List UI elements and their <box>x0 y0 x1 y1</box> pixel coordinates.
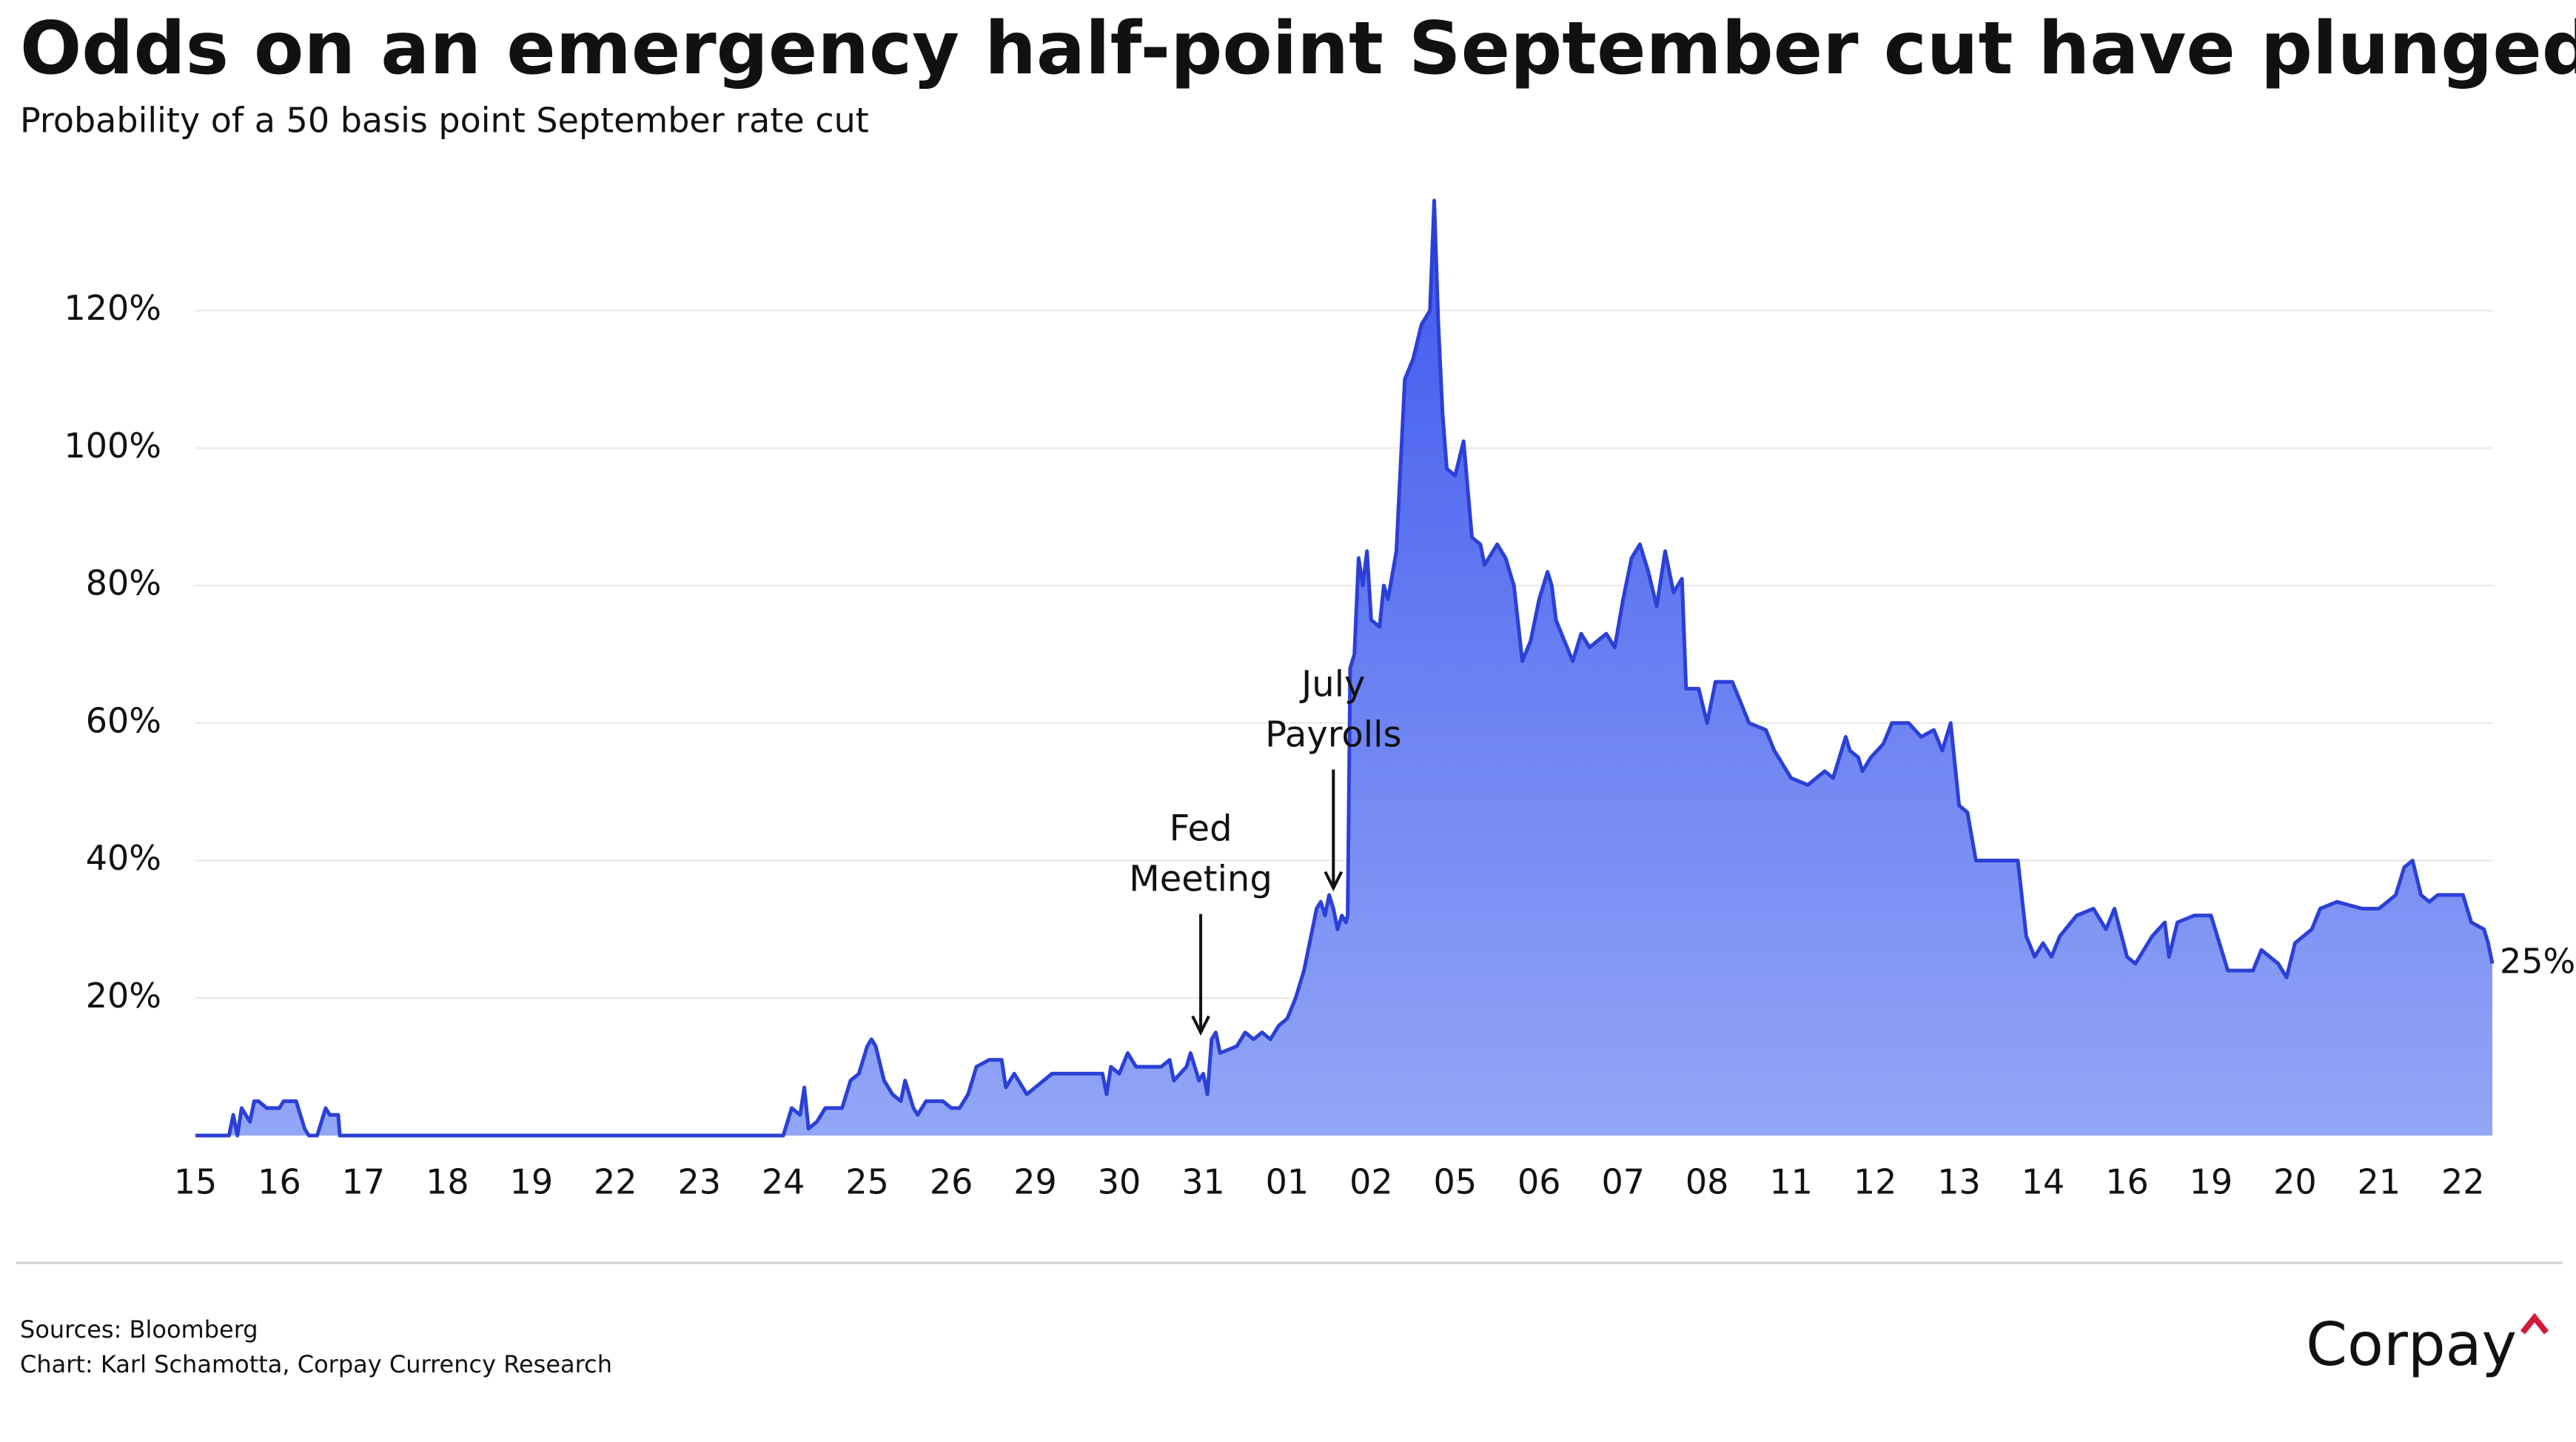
annotation-arrowhead <box>1324 871 1344 892</box>
logo: Corpay <box>2306 1310 2517 1379</box>
y-tick-label: 20% <box>86 976 161 1016</box>
x-tick-label: 11 <box>1769 1162 1813 1202</box>
x-tick-label: 30 <box>1098 1162 1141 1202</box>
x-tick-label: 05 <box>1434 1162 1477 1202</box>
end-label: 25% <box>2500 941 2575 981</box>
x-tick-label: 14 <box>2022 1162 2065 1202</box>
x-tick-label: 31 <box>1181 1162 1225 1202</box>
chart-subtitle: Probability of a 50 basis point Septembe… <box>20 101 869 141</box>
x-tick-label: 18 <box>426 1162 469 1202</box>
x-tick-label: 21 <box>2358 1162 2401 1202</box>
x-tick-label: 16 <box>258 1162 301 1202</box>
x-tick-label: 06 <box>1517 1162 1561 1202</box>
annotation-text: Meeting <box>1129 859 1272 900</box>
y-tick-label: 60% <box>86 700 161 740</box>
chart-title: Odds on an emergency half-point Septembe… <box>20 7 2576 91</box>
sources: Sources: Bloomberg <box>20 1315 258 1344</box>
credit: Chart: Karl Schamotta, Corpay Currency R… <box>20 1350 612 1378</box>
y-tick-label: 80% <box>86 563 161 603</box>
line <box>195 198 2495 1138</box>
annotation-text: Fed <box>1170 808 1232 850</box>
annotation-text: Payrolls <box>1265 714 1401 756</box>
x-tick-label: 20 <box>2273 1162 2317 1202</box>
y-tick-label: 100% <box>64 426 161 466</box>
x-tick-label: 16 <box>2105 1162 2149 1202</box>
x-tick-label: 19 <box>510 1162 554 1202</box>
x-tick-label: 22 <box>594 1162 637 1202</box>
area <box>195 201 2492 1136</box>
x-tick-label: 08 <box>1686 1162 1729 1202</box>
x-tick-label: 25 <box>845 1162 889 1202</box>
x-tick-label: 29 <box>1013 1162 1057 1202</box>
x-tick-label: 23 <box>677 1162 721 1202</box>
y-tick-label: 120% <box>64 288 161 328</box>
x-tick-label: 22 <box>2441 1162 2485 1202</box>
x-tick-label: 17 <box>342 1162 386 1202</box>
x-tick-label: 13 <box>1937 1162 1981 1202</box>
x-tick-label: 01 <box>1266 1162 1309 1202</box>
x-tick-label: 15 <box>174 1162 218 1202</box>
x-tick-label: 07 <box>1601 1162 1645 1202</box>
y-tick-label: 40% <box>86 838 161 878</box>
logo-caret <box>2520 1312 2549 1335</box>
x-tick-label: 26 <box>930 1162 973 1202</box>
x-tick-label: 02 <box>1349 1162 1393 1202</box>
annotation-text: July <box>1299 664 1365 705</box>
x-tick-label: 24 <box>762 1162 805 1202</box>
x-tick-label: 19 <box>2190 1162 2233 1202</box>
x-tick-label: 12 <box>1854 1162 1897 1202</box>
annotation-arrowhead <box>1191 1015 1210 1036</box>
